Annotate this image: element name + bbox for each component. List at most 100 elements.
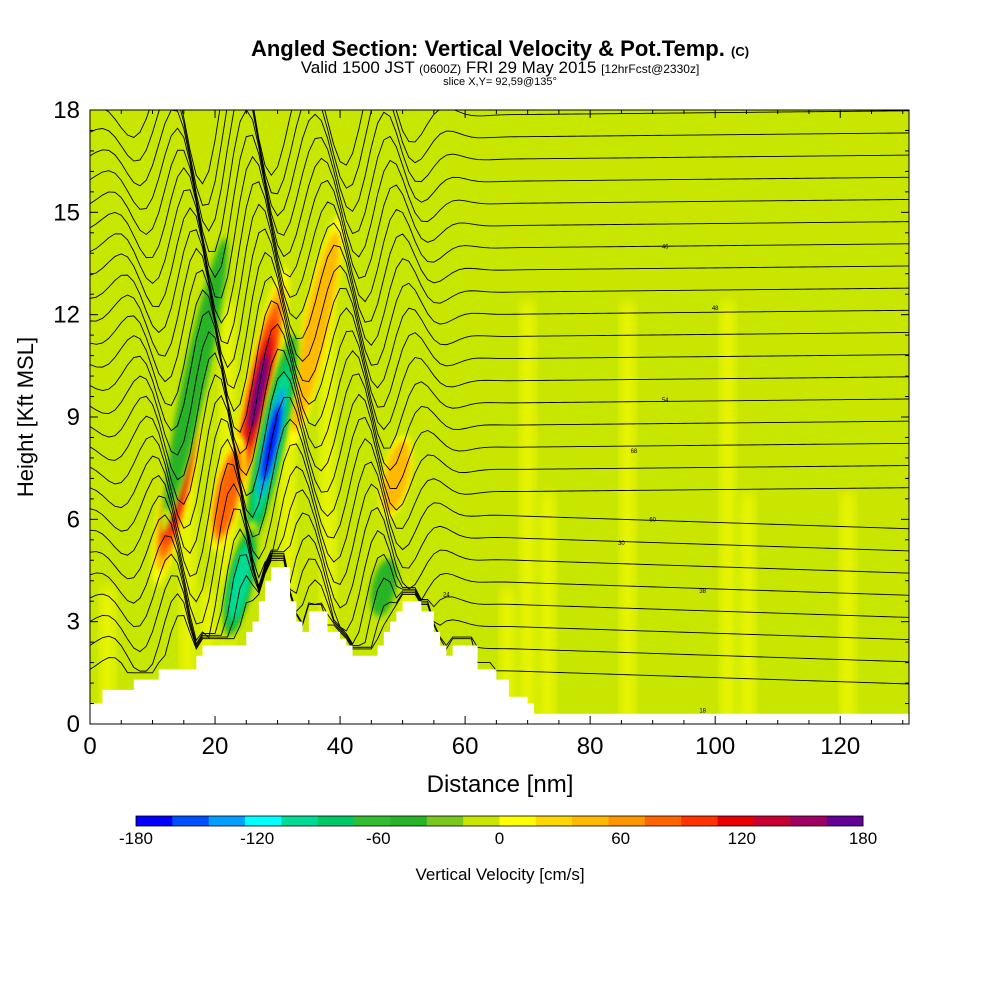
field-cores <box>152 214 413 645</box>
contour-label: 38 <box>699 589 706 595</box>
y-tick-label: 3 <box>67 609 80 636</box>
contour-label: 68 <box>631 449 638 455</box>
colorbar-swatch <box>281 816 319 826</box>
isentrope <box>90 289 909 433</box>
y-axis-label: Height [Kft MSL] <box>13 337 38 497</box>
isentrope <box>90 247 909 390</box>
axes: 0 20 40 60 80 100 120 0 3 6 9 12 15 18 <box>53 97 909 760</box>
valid-date: FRI 29 May 2015 <box>465 58 597 77</box>
contour-label: 46 <box>662 244 669 250</box>
isentrope <box>104 110 909 185</box>
weak-band <box>842 492 853 724</box>
weak-band <box>122 301 133 724</box>
contour-label: 24 <box>443 592 450 598</box>
colorbar-tick-label: 60 <box>611 829 630 848</box>
colorbar-swatch <box>608 816 646 826</box>
weak-band <box>742 492 753 724</box>
isentrope <box>90 482 909 625</box>
title-suffix: (C) <box>731 44 750 59</box>
colorbar-swatch <box>753 816 791 826</box>
updraft-core <box>249 353 268 429</box>
colorbar-swatch <box>208 816 246 826</box>
isentrope <box>90 155 909 299</box>
colorbar-swatch <box>426 816 464 826</box>
isentrope <box>90 554 909 653</box>
isentrope <box>90 418 909 560</box>
isentrope <box>90 203 909 345</box>
isentrope <box>90 462 909 603</box>
x-tick-label: 20 <box>202 733 229 760</box>
downdraft-core <box>229 546 252 619</box>
isentrope <box>90 134 909 279</box>
valid-prefix: Valid 1500 JST <box>300 58 415 77</box>
isentrope <box>90 394 909 538</box>
isentrope <box>90 374 909 519</box>
isentrope <box>90 110 909 206</box>
velocity-field <box>90 110 909 724</box>
colorbar-swatch <box>681 816 719 826</box>
colorbar-swatch <box>790 816 828 826</box>
updraft-core <box>290 231 340 433</box>
isentrope <box>90 559 909 685</box>
colorbar-swatch <box>717 816 755 826</box>
title-text: Angled Section: Vertical Velocity & Pot.… <box>250 36 725 61</box>
colorbar-swatch <box>463 816 500 826</box>
weak-band <box>682 396 693 724</box>
y-tick-label: 6 <box>67 506 80 533</box>
contour-label: 60 <box>649 517 656 523</box>
contour-label: 48 <box>712 306 719 312</box>
y-tick-label: 12 <box>53 302 80 329</box>
colorbar-swatch <box>317 816 355 826</box>
colorbar-swatch <box>136 816 173 826</box>
colorbar-tick-label: -180 <box>119 829 153 848</box>
weak-band <box>562 205 573 724</box>
forecast-info: [12hrFcst@2330z] <box>601 62 700 76</box>
x-tick-label: 40 <box>327 733 354 760</box>
valid-utc: (0600Z) <box>419 62 462 76</box>
colorbar-swatch <box>390 816 428 826</box>
x-tick-label: 100 <box>695 733 735 760</box>
colorbar-label: Vertical Velocity [cm/s] <box>415 865 584 884</box>
x-tick-label: 0 <box>83 733 96 760</box>
isentrope <box>90 228 909 369</box>
contour-label: 30 <box>618 541 625 547</box>
colorbar-swatch <box>535 816 573 826</box>
colorbar-swatch <box>572 816 610 826</box>
isentrope <box>90 269 909 412</box>
colorbar-frame <box>135 815 864 827</box>
weak-band <box>782 396 793 724</box>
x-tick-label: 80 <box>577 733 604 760</box>
updraft-core <box>382 440 411 513</box>
theta-contours <box>90 110 909 685</box>
colorbar-swatch <box>499 816 537 826</box>
y-tick-label: 18 <box>53 97 80 124</box>
colorbar-tick-label: -60 <box>366 829 391 848</box>
slice-info: slice X,Y= 92,59@135° <box>443 76 557 88</box>
isentrope <box>90 110 909 252</box>
isentrope <box>90 110 909 232</box>
x-tick-label: 120 <box>820 733 860 760</box>
weak-band <box>522 301 533 724</box>
terrain <box>90 567 909 724</box>
colorbar-tick-label: -120 <box>240 829 274 848</box>
weak-band <box>462 205 473 724</box>
y-tick-label: 0 <box>67 711 80 738</box>
x-axis-label: Distance [nm] <box>427 771 574 798</box>
weak-band <box>622 301 633 724</box>
colorbar-swatch <box>826 816 864 826</box>
chart-subtitle: Valid 1500 JST (0600Z) FRI 29 May 2015 [… <box>0 58 1000 78</box>
y-tick-label: 15 <box>53 199 80 226</box>
weak-band <box>722 301 733 724</box>
contour-labels: 68 60 54 48 46 30 38 18 24 <box>443 244 719 714</box>
isentrope <box>90 438 909 579</box>
colorbar-swatch <box>644 816 682 826</box>
contour-label: 18 <box>699 708 706 714</box>
colorbar-tick-label: 180 <box>849 829 877 848</box>
colorbar-swatch <box>172 816 210 826</box>
colorbar-tick-label: 0 <box>495 829 504 848</box>
contour-label: 54 <box>662 398 669 404</box>
isentrope <box>90 181 909 324</box>
y-tick-label: 9 <box>67 404 80 431</box>
x-tick-label: 60 <box>452 733 479 760</box>
